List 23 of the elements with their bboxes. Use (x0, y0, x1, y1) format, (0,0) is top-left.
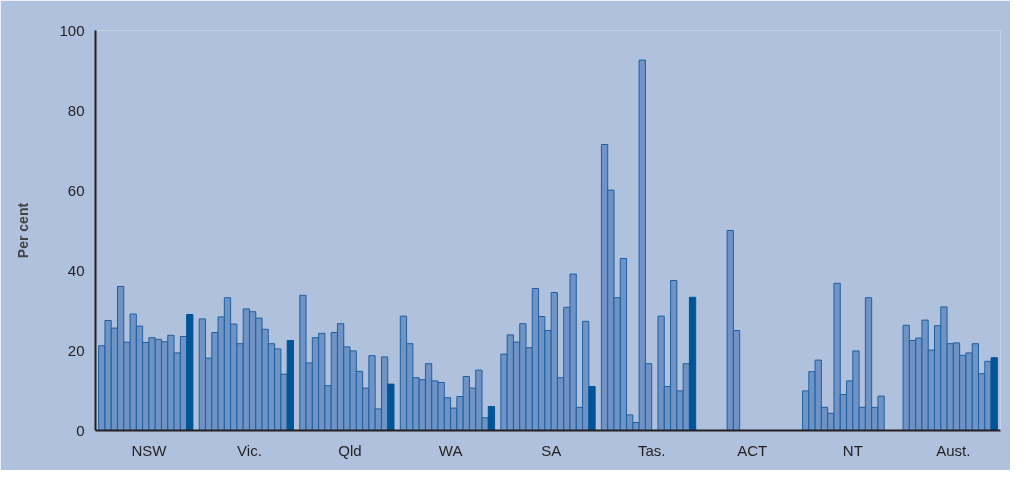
y-axis-title: Per cent (15, 202, 32, 259)
x-tick-label: WA (438, 441, 463, 459)
y-tick-label: 100 (59, 21, 85, 39)
y-tick-label: 60 (67, 181, 85, 199)
y-tick-label: 20 (67, 341, 85, 359)
bar (487, 406, 496, 431)
x-tick-label: Tas. (637, 441, 666, 459)
bar (688, 296, 697, 431)
x-tick-label: NT (842, 441, 863, 459)
x-tick-label: Qld (338, 441, 362, 459)
x-tick-label: ACT (737, 441, 768, 459)
bar (990, 357, 998, 431)
bar (588, 386, 596, 431)
bar (286, 340, 294, 431)
x-tick-label: SA (541, 441, 562, 459)
bar (387, 383, 395, 431)
bar (186, 314, 194, 431)
x-tick-label: Vic. (237, 441, 262, 459)
y-tick-label: 40 (67, 261, 85, 279)
x-tick-label: Aust. (936, 441, 971, 459)
y-tick-label: 80 (67, 101, 85, 119)
y-tick-label: 0 (76, 421, 85, 439)
x-tick-label: NSW (131, 441, 168, 459)
